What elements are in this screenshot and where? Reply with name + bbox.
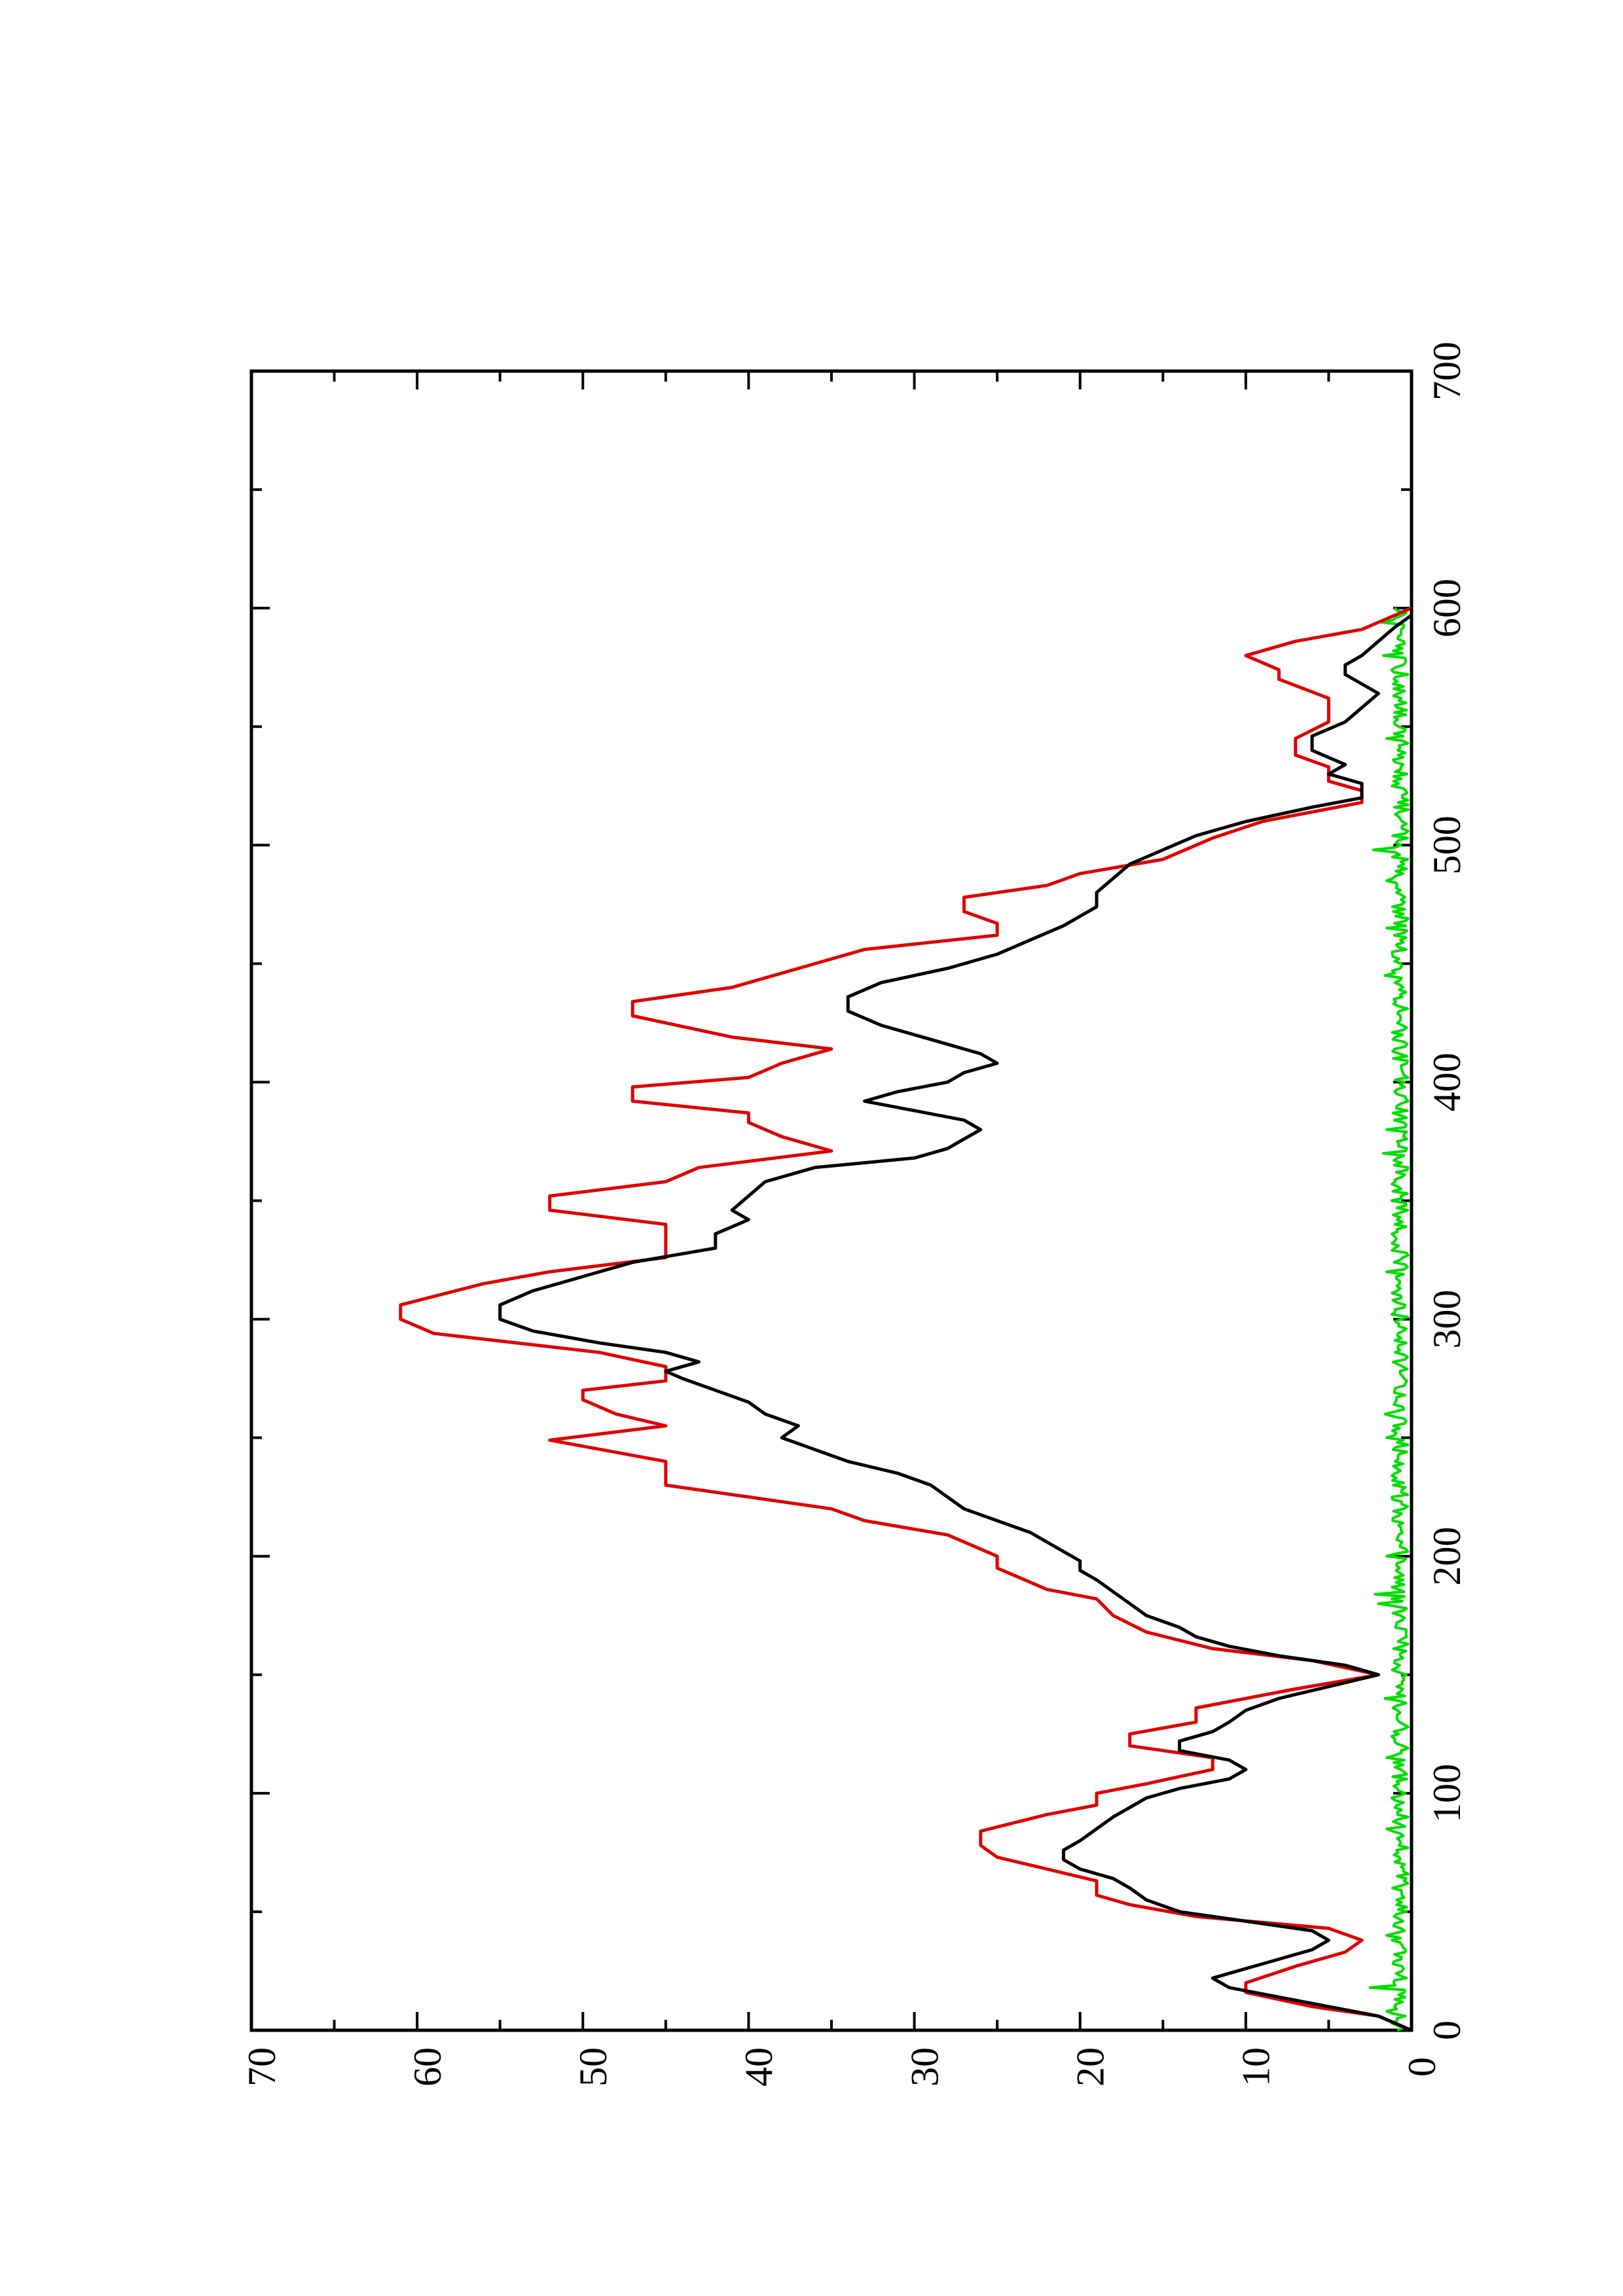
series-lines	[399, 606, 1413, 2032]
axis-ticks	[250, 370, 1413, 2032]
series-red-line	[399, 606, 1412, 2032]
y-tick-label: 20	[1068, 2047, 1112, 2087]
x-tick-label: 700	[1425, 342, 1468, 401]
y-tick-label: 10	[1235, 2047, 1278, 2087]
y-tick-label: 0	[1400, 2057, 1444, 2077]
series-black-line	[498, 608, 1413, 2032]
tick-labels: 0 100 200 300 400 500 600 700 0 10 20 30 40 50 60 70	[240, 342, 1468, 2087]
y-tick-label: 60	[406, 2047, 449, 2087]
x-tick-label: 0	[1425, 2020, 1468, 2040]
x-tick-label: 300	[1425, 1290, 1468, 1349]
y-tick-label: 40	[737, 2047, 780, 2087]
x-tick-label: 200	[1425, 1527, 1468, 1586]
plot-frame	[249, 369, 1413, 2032]
plot-border	[249, 369, 1413, 2032]
series-green-line	[1368, 607, 1410, 2032]
x-tick-label: 500	[1425, 816, 1468, 874]
y-tick-label: 70	[240, 2047, 283, 2087]
y-tick-label: 50	[572, 2047, 615, 2087]
y-tick-label: 30	[903, 2047, 946, 2087]
x-tick-label: 400	[1425, 1052, 1468, 1111]
x-tick-label: 600	[1425, 579, 1468, 637]
x-tick-label: 100	[1425, 1764, 1468, 1823]
